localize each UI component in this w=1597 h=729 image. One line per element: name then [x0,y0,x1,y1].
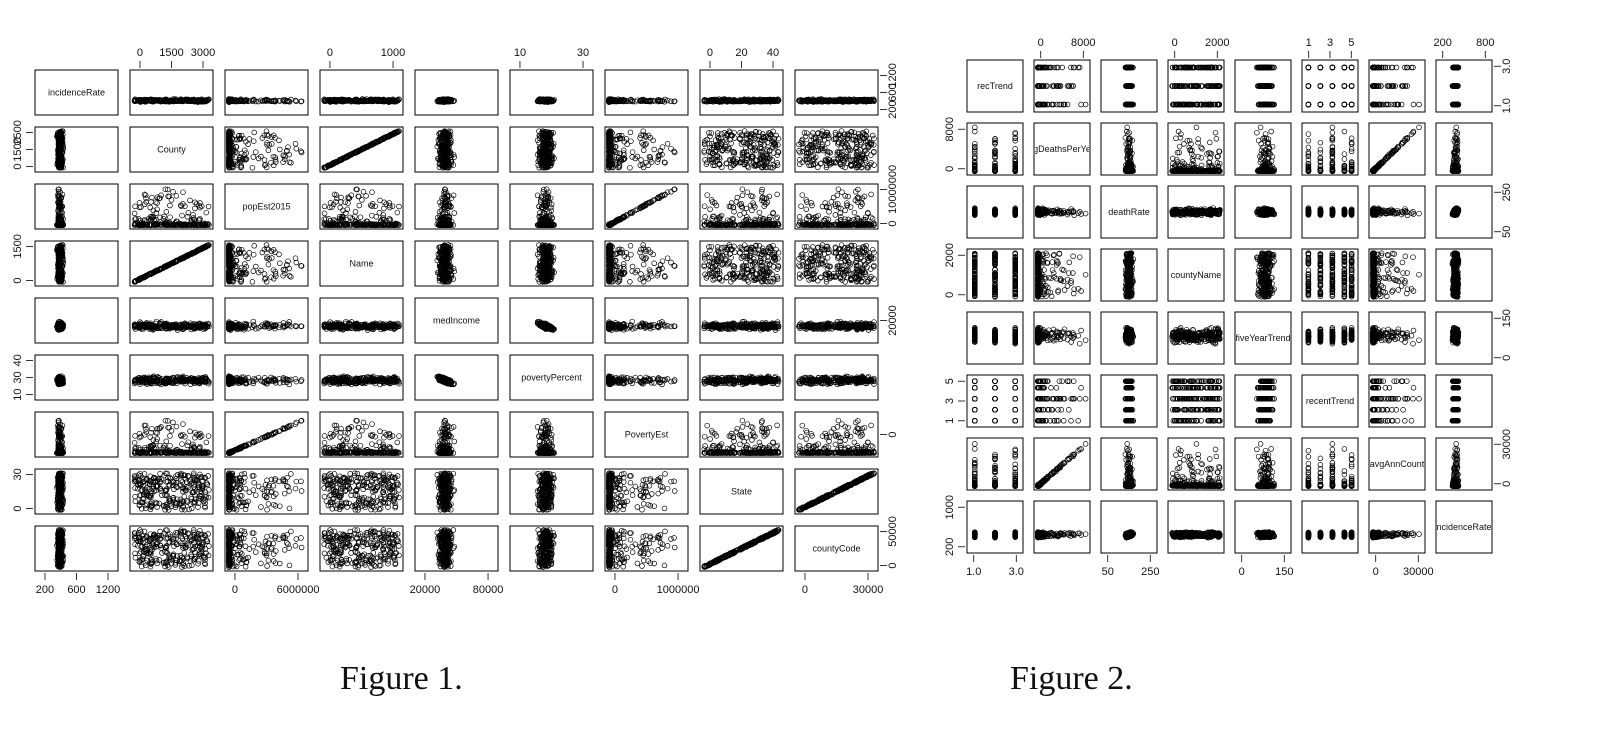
panel-frame [320,70,403,115]
panel-frame [795,70,878,115]
panel-frame [605,70,688,115]
panel-frame [35,127,118,172]
panel-County-vs-incidenceRate [35,127,118,172]
panel-incidenceRate-vs-countyCode [795,70,878,115]
panel-frame [415,70,498,115]
panel-incidenceRate-vs-PovertyEst [605,70,688,115]
panel-incidenceRate-vs-popEst2015 [225,70,308,115]
point-group [435,97,457,105]
point-group [54,129,65,170]
panel-incidenceRate-vs-County [130,70,213,115]
point-group [797,97,877,105]
point-group [227,97,304,105]
point-group [132,97,211,105]
point-group [535,97,556,105]
panel-incidenceRate-vs-State [700,70,783,115]
panel-frame [700,70,783,115]
panel-frame [225,70,308,115]
scatterplot-matrix-figure-1: incidenceRateCountypopEst2015NamemedInco… [0,0,900,640]
panel-frame [510,70,593,115]
panel-incidenceRate-vs-incidenceRate: incidenceRate [35,70,118,115]
panel-incidenceRate-vs-Name [320,70,403,115]
variable-label: incidenceRate [48,88,105,98]
panel-incidenceRate-vs-povertyPercent [510,70,593,115]
panel-frame [130,70,213,115]
point-group [702,97,781,105]
point-group [322,97,402,105]
point-group [607,97,678,105]
panel-incidenceRate-vs-medIncome [415,70,498,115]
